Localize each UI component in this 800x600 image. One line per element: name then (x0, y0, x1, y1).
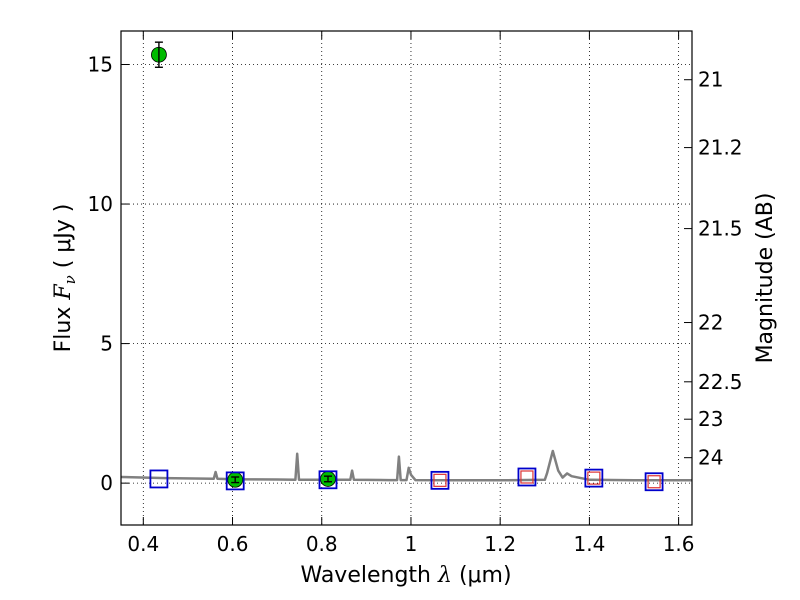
magnitude-tick-label: 22 (698, 311, 723, 335)
x-tick-label: 1 (405, 532, 418, 556)
predicted-flux-square (433, 473, 447, 487)
x-tick-label: 1.4 (573, 532, 605, 556)
magnitude-tick-label: 21 (698, 68, 723, 92)
x-tick-label: 0.4 (127, 532, 159, 556)
model-flux-square (517, 467, 537, 487)
model-flux-square (318, 470, 338, 490)
x-tick-label: 1.6 (663, 532, 695, 556)
y-tick-label: 15 (88, 52, 113, 76)
axis-ticks: 0.4 0.6 0.8 1 1.2 1.4 1.6 0 5 10 15 21 21.2 21.5 22 22.… (88, 31, 743, 556)
x-tick-label: 0.8 (306, 532, 338, 556)
magnitude-tick-label: 21.5 (698, 217, 743, 241)
magnitude-tick-label: 23 (698, 407, 723, 431)
x-axis-label: Wavelength λ (μm) (300, 563, 511, 588)
model-flux-square (644, 472, 664, 492)
y-tick-label: 5 (100, 332, 113, 356)
x-tick-label: 0.6 (217, 532, 249, 556)
y-tick-label: 10 (88, 192, 113, 216)
y-tick-label: 0 (100, 471, 113, 495)
model-flux-square (149, 469, 169, 489)
model-flux-square (430, 470, 450, 490)
magnitude-axis-label: Magnitude (AB) (753, 193, 778, 364)
magnitude-tick-label: 21.2 (698, 136, 743, 160)
predicted-flux-square (647, 475, 661, 489)
model-flux-square (225, 471, 245, 491)
plot-area (120, 41, 692, 492)
magnitude-tick-label: 24 (698, 446, 723, 470)
magnitude-tick-label: 22.5 (698, 370, 743, 394)
plot-frame (120, 30, 693, 526)
predicted-flux-square (520, 470, 534, 484)
grid-lines (121, 31, 692, 525)
x-tick-label: 1.2 (484, 532, 516, 556)
model-spectrum-line (120, 449, 692, 482)
predicted-flux-square (587, 471, 601, 485)
y-axis-label: Flux Fν ( μJy ) (51, 204, 79, 353)
model-flux-square (584, 468, 604, 488)
